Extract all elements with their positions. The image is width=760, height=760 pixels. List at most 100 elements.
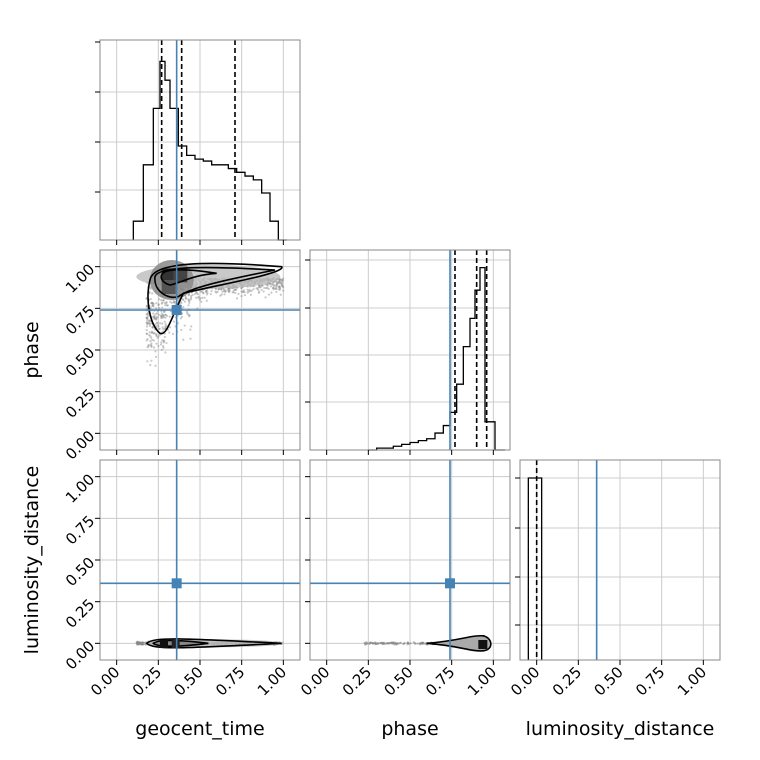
scatter-point — [232, 291, 235, 294]
scatter-point — [150, 342, 153, 345]
scatter-point — [270, 282, 273, 286]
panel-luminosity-distance-vs-phase-xtick-label: 0.25 — [339, 663, 375, 699]
panel-luminosity-distance-vs-geocent-time: 0.00 0.25 0.50 0.75 1.000.000.250.500.751.00 — [62, 459, 301, 699]
scatter-point — [282, 286, 285, 289]
scatter-point — [146, 313, 149, 316]
scatter-point — [258, 290, 261, 293]
scatter-point — [274, 284, 277, 287]
scatter-point — [155, 342, 158, 345]
scatter-point — [416, 642, 419, 645]
scatter-point — [151, 331, 154, 334]
scatter-point — [162, 341, 165, 344]
scatter-point — [233, 288, 237, 291]
scatter-point — [155, 316, 158, 319]
scatter-point — [184, 297, 187, 300]
scatter-point — [223, 293, 226, 296]
scatter-point — [162, 314, 165, 317]
scatter-point — [162, 310, 165, 313]
scatter-point — [156, 315, 159, 319]
scatter-point — [393, 642, 397, 645]
scatter-point — [275, 283, 279, 286]
scatter-point — [152, 305, 155, 308]
panel-luminosity-distance-vs-geocent-time-xtick-label: 0.00 — [87, 663, 123, 699]
scatter-point — [154, 350, 157, 353]
scatter-point — [161, 322, 164, 325]
scatter-point — [280, 278, 283, 281]
scatter-point — [179, 317, 182, 320]
scatter-point — [198, 298, 201, 301]
scatter-point — [222, 289, 225, 293]
phase-histogram — [368, 266, 505, 451]
scatter-point — [189, 328, 192, 331]
scatter-point — [195, 291, 198, 294]
scatter-point — [242, 289, 245, 292]
scatter-point — [423, 642, 426, 645]
scatter-point — [161, 306, 164, 309]
panel-luminosity-distance-vs-phase-xtick-label: 1.00 — [464, 663, 500, 699]
scatter-point — [196, 307, 199, 310]
scatter-point — [165, 301, 168, 304]
scatter-point — [408, 642, 411, 646]
scatter-point — [150, 336, 153, 339]
scatter-point — [263, 286, 266, 290]
scatter-point — [187, 313, 190, 316]
scatter-point — [273, 287, 276, 290]
scatter-point — [147, 343, 150, 347]
scatter-point — [168, 331, 171, 334]
scatter-point — [162, 298, 165, 302]
panel-luminosity-distance-vs-geocent-time-xtick-label: 1.00 — [254, 663, 290, 699]
scatter-point — [270, 291, 273, 294]
scatter-point — [146, 323, 149, 326]
scatter-point — [145, 328, 148, 332]
scatter-point — [156, 312, 159, 315]
scatter-point — [148, 319, 151, 322]
scatter-point — [153, 315, 156, 318]
scatter-point — [146, 315, 149, 318]
scatter-point — [165, 314, 169, 317]
scatter-point — [414, 642, 417, 645]
scatter-point — [146, 322, 149, 325]
scatter-point — [158, 327, 161, 330]
scatter-point — [266, 286, 269, 289]
scatter-point — [204, 289, 208, 293]
scatter-point — [278, 285, 281, 288]
scatter-point — [152, 339, 156, 342]
panel-luminosity-distance-vs-phase-xtick-label: 0.00 — [297, 663, 333, 699]
scatter-point — [146, 319, 149, 322]
scatter-point — [278, 278, 281, 281]
scatter-point — [243, 291, 246, 294]
x-label-geocent-time: geocent_time — [135, 718, 264, 740]
scatter-point — [154, 307, 158, 310]
scatter-point — [281, 278, 284, 281]
scatter-point — [282, 277, 285, 280]
scatter-point — [162, 339, 165, 343]
scatter-point — [155, 317, 158, 320]
scatter-point — [154, 318, 158, 321]
scatter-point — [224, 290, 227, 293]
scatter-point — [190, 296, 193, 299]
panel-luminosity-distance-vs-phase-xtick-label: 0.75 — [422, 663, 458, 699]
scatter-point — [205, 290, 208, 293]
scatter-point — [248, 288, 251, 291]
scatter-point — [141, 642, 144, 645]
scatter-point — [375, 642, 378, 645]
scatter-point — [153, 332, 156, 335]
scatter-point — [364, 642, 367, 645]
scatter-point — [193, 293, 197, 296]
scatter-point — [163, 320, 166, 323]
scatter-point — [264, 286, 268, 290]
scatter-point — [162, 315, 165, 318]
scatter-point — [275, 281, 278, 285]
scatter-point — [157, 303, 160, 306]
scatter-point — [403, 642, 406, 645]
luminosity-distance-hist-xtick-label: 0.25 — [549, 663, 585, 699]
scatter-point — [160, 299, 163, 302]
scatter-point — [146, 317, 149, 320]
x-axis-labels: geocent_time phase luminosity_distance — [135, 718, 714, 740]
scatter-point — [150, 344, 153, 347]
scatter-point — [259, 285, 263, 288]
scatter-point — [151, 326, 155, 329]
scatter-point — [169, 300, 172, 303]
scatter-point — [151, 302, 154, 305]
scatter-point — [406, 641, 409, 644]
